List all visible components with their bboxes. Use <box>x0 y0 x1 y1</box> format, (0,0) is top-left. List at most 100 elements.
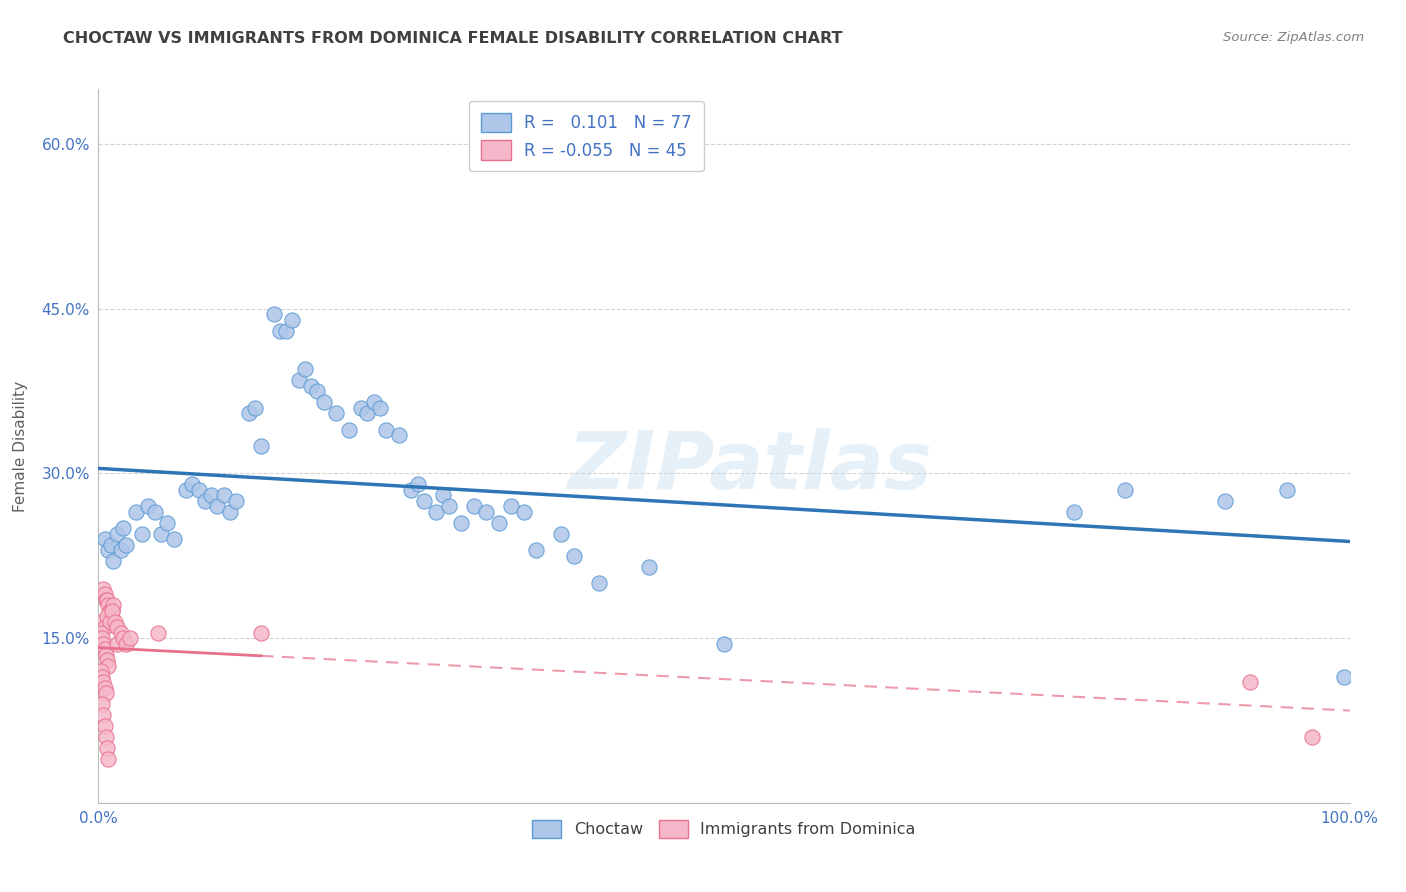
Text: CHOCTAW VS IMMIGRANTS FROM DOMINICA FEMALE DISABILITY CORRELATION CHART: CHOCTAW VS IMMIGRANTS FROM DOMINICA FEMA… <box>63 31 842 46</box>
Point <box>1063 505 1085 519</box>
Point <box>207 500 229 514</box>
Point <box>97 598 120 612</box>
Point <box>97 543 120 558</box>
Point <box>105 637 128 651</box>
Point <box>93 582 115 596</box>
Point <box>294 362 316 376</box>
Point <box>550 526 572 541</box>
Point <box>96 740 118 755</box>
Point <box>406 477 429 491</box>
Point <box>103 598 125 612</box>
Point <box>143 505 166 519</box>
Point <box>131 526 153 541</box>
Point <box>101 604 124 618</box>
Point <box>94 592 117 607</box>
Point <box>118 631 141 645</box>
Point <box>112 521 135 535</box>
Text: Source: ZipAtlas.com: Source: ZipAtlas.com <box>1223 31 1364 45</box>
Point <box>713 637 735 651</box>
Point <box>110 625 132 640</box>
Point <box>93 719 115 733</box>
Point <box>156 516 179 530</box>
Point <box>94 648 117 662</box>
Point <box>96 609 118 624</box>
Point <box>281 312 304 326</box>
Point <box>363 395 385 409</box>
Point <box>110 543 132 558</box>
Point <box>1114 483 1136 497</box>
Point <box>1277 483 1299 497</box>
Point <box>105 620 128 634</box>
Point <box>105 526 128 541</box>
Point <box>450 516 472 530</box>
Point <box>91 697 114 711</box>
Point <box>162 533 184 547</box>
Point <box>98 604 121 618</box>
Point <box>91 669 114 683</box>
Point <box>312 395 335 409</box>
Point <box>97 752 120 766</box>
Point <box>263 307 285 321</box>
Point <box>274 324 298 338</box>
Point <box>501 500 523 514</box>
Point <box>513 505 536 519</box>
Point <box>337 423 360 437</box>
Point <box>93 587 115 601</box>
Point <box>212 488 235 502</box>
Point <box>350 401 373 415</box>
Point <box>299 378 322 392</box>
Point <box>100 538 122 552</box>
Point <box>112 631 135 645</box>
Point <box>562 549 585 563</box>
Legend: Choctaw, Immigrants from Dominica: Choctaw, Immigrants from Dominica <box>526 814 922 845</box>
Point <box>150 526 173 541</box>
Point <box>93 620 115 634</box>
Point <box>638 559 661 574</box>
Point <box>463 500 485 514</box>
Point <box>388 428 411 442</box>
Point <box>1239 675 1261 690</box>
Point <box>375 423 398 437</box>
Point <box>115 538 138 552</box>
Point <box>325 406 347 420</box>
Point <box>200 488 222 502</box>
Point <box>412 494 434 508</box>
Point <box>174 483 197 497</box>
Point <box>115 637 138 651</box>
Point <box>138 500 160 514</box>
Point <box>93 533 115 547</box>
Point <box>356 406 378 420</box>
Point <box>96 653 118 667</box>
Point <box>125 505 148 519</box>
Point <box>307 384 329 398</box>
Point <box>250 625 273 640</box>
Point <box>93 637 115 651</box>
Text: ZIPatlas: ZIPatlas <box>567 428 932 507</box>
Point <box>91 631 114 645</box>
Point <box>588 576 610 591</box>
Point <box>194 494 217 508</box>
Point <box>187 483 209 497</box>
Point <box>94 730 117 744</box>
Point <box>1301 730 1323 744</box>
Point <box>100 609 122 624</box>
Point <box>103 554 125 568</box>
Point <box>93 708 115 723</box>
Y-axis label: Female Disability: Female Disability <box>13 380 28 512</box>
Point <box>98 615 121 629</box>
Point <box>1333 669 1355 683</box>
Point <box>181 477 204 491</box>
Point <box>1213 494 1236 508</box>
Point <box>93 642 115 657</box>
Point <box>243 401 266 415</box>
Point <box>96 592 118 607</box>
Point <box>91 615 114 629</box>
Point <box>475 505 498 519</box>
Point <box>401 483 423 497</box>
Point <box>101 604 124 618</box>
Point <box>104 615 127 629</box>
Point <box>218 505 240 519</box>
Point <box>432 488 454 502</box>
Point <box>90 664 112 678</box>
Point <box>225 494 247 508</box>
